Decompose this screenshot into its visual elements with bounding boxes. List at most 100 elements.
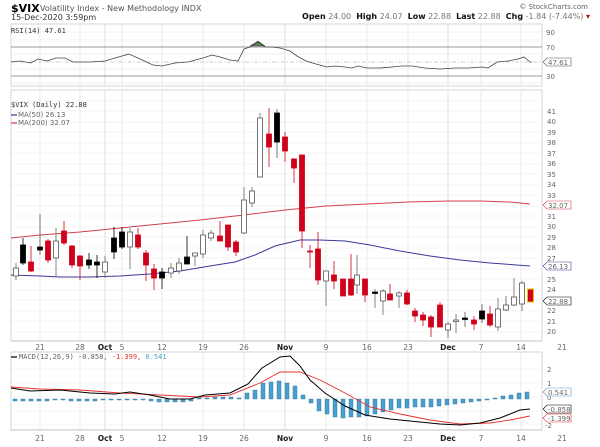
svg-text:21: 21	[35, 343, 45, 352]
rsi-tick-90: 90	[546, 29, 555, 37]
down-arrow-icon: ▾	[585, 12, 590, 21]
svg-text:9: 9	[324, 434, 329, 443]
signal-legend-value: -1.399,	[112, 353, 142, 361]
rsi-line	[10, 41, 532, 70]
svg-text:33: 33	[547, 192, 556, 200]
macd-tick-neg2: -2	[545, 422, 552, 430]
chg-label: Chg	[505, 12, 524, 21]
quote-summary: Open 24.00 High 24.07 Low 22.88 Last 22.…	[302, 12, 590, 21]
svg-text:37: 37	[547, 150, 556, 158]
svg-text:28: 28	[547, 244, 556, 252]
svg-text:26: 26	[239, 343, 249, 352]
svg-text:12: 12	[157, 343, 167, 352]
svg-text:26: 26	[239, 434, 249, 443]
svg-text:35: 35	[547, 171, 556, 179]
high-label: High	[356, 12, 378, 21]
svg-text:14: 14	[516, 343, 526, 352]
price-axis: 41 40 39 38 37 36 35 34 33 31 30 29 28 2…	[547, 108, 556, 336]
svg-text:21: 21	[547, 318, 556, 326]
ma50-line	[10, 239, 531, 278]
current-candle	[527, 288, 534, 303]
svg-text:19: 19	[198, 434, 208, 443]
svg-text:31: 31	[547, 213, 556, 221]
candlesticks	[13, 108, 534, 338]
rsi-legend: RSI(14) 47.61	[11, 27, 66, 35]
svg-text:23: 23	[403, 434, 413, 443]
svg-text:22: 22	[547, 307, 556, 315]
svg-text:19: 19	[198, 343, 208, 352]
macd-current-label: -0.858	[548, 406, 571, 414]
rsi-current-label: 47.61	[548, 59, 568, 67]
svg-text:25: 25	[547, 276, 556, 284]
brand-watermark: © StockCharts.com	[519, 3, 588, 11]
ma200-legend: MA(200) 32.07	[18, 119, 70, 127]
svg-text:21: 21	[557, 434, 567, 443]
svg-text:34: 34	[547, 181, 556, 189]
macd-line	[10, 355, 531, 426]
low-value: 22.88	[428, 12, 452, 21]
hist-current-label: 0.541	[548, 389, 568, 397]
svg-text:12: 12	[157, 434, 167, 443]
svg-text:24: 24	[547, 286, 556, 294]
svg-text:23: 23	[403, 343, 413, 352]
svg-text:41: 41	[547, 108, 556, 116]
svg-text:16: 16	[362, 434, 372, 443]
svg-text:21: 21	[35, 434, 45, 443]
chg-value: -1.84 (-7.44%)	[525, 12, 584, 21]
svg-text:21: 21	[557, 343, 567, 352]
rsi-panel: RSI(14) 47.61 90 70 30 47.61	[10, 23, 572, 87]
svg-text:38: 38	[547, 139, 556, 147]
svg-text:Dec: Dec	[440, 343, 456, 352]
ma200-line	[10, 200, 531, 239]
macd-legend-name: MACD(12,26,9) -0.858, -1.399, 0.541	[19, 353, 167, 361]
chart-header: $VIX Volatility Index - New Methodology …	[0, 0, 600, 24]
last-label: Last	[456, 12, 476, 21]
svg-text:14: 14	[516, 434, 526, 443]
macd-legend-value: -0.858,	[78, 353, 108, 361]
open-value: 24.00	[328, 12, 352, 21]
svg-text:9: 9	[324, 343, 329, 352]
chart-datetime: 15-Dec-2020 3:59pm	[11, 13, 97, 22]
svg-text:Oct: Oct	[98, 434, 113, 443]
ma50-current-label: 26.13	[548, 263, 568, 271]
svg-text:7: 7	[479, 434, 484, 443]
date-axis-middle: 21 28 Oct 5 12 19 26 Nov 9 16 23 Dec 7 1…	[11, 340, 567, 352]
macd-tick-2: 2	[547, 366, 551, 374]
high-value: 24.07	[379, 12, 403, 21]
svg-text:16: 16	[362, 343, 372, 352]
price-panel: $VIX (Daily) 22.88 MA(50) 26.13 MA(200) …	[10, 89, 572, 342]
macd-panel: MACD(12,26,9) -0.858, -1.399, 0.541 2 1 …	[10, 351, 572, 431]
svg-text:5: 5	[120, 434, 125, 443]
ma200-current-label: 32.07	[548, 202, 568, 210]
svg-text:5: 5	[120, 343, 125, 352]
hist-legend-value: 0.541	[145, 353, 166, 361]
last-price-label: 22.88	[548, 298, 568, 306]
svg-text:20: 20	[547, 328, 556, 336]
svg-text:Oct: Oct	[98, 343, 113, 352]
low-label: Low	[407, 12, 426, 21]
svg-text:39: 39	[547, 129, 556, 137]
svg-text:27: 27	[547, 255, 556, 263]
svg-text:7: 7	[479, 343, 484, 352]
rsi-tick-70: 70	[546, 44, 555, 52]
svg-text:29: 29	[547, 234, 556, 242]
svg-text:28: 28	[75, 434, 85, 443]
open-label: Open	[302, 12, 326, 21]
price-legend: $VIX (Daily) 22.88	[11, 101, 87, 109]
last-value: 22.88	[477, 12, 501, 21]
svg-text:Nov: Nov	[277, 434, 293, 443]
macd-tick-1: 1	[547, 380, 551, 388]
svg-text:Nov: Nov	[277, 343, 293, 352]
svg-text:30: 30	[547, 223, 556, 231]
svg-text:36: 36	[547, 160, 556, 168]
symbol-name: Volatility Index - New Methodology INDX	[40, 4, 202, 13]
signal-current-label: -1.399	[548, 415, 571, 423]
svg-text:28: 28	[75, 343, 85, 352]
svg-text:40: 40	[547, 118, 556, 126]
symbol: $VIX	[11, 2, 40, 15]
date-axis-bottom: 21 28 Oct 5 12 19 26 Nov 9 16 23 Dec 7 1…	[11, 429, 567, 443]
rsi-tick-30: 30	[546, 73, 555, 81]
macd-histogram	[12, 380, 530, 419]
macd-tick-0: 0	[547, 394, 551, 402]
